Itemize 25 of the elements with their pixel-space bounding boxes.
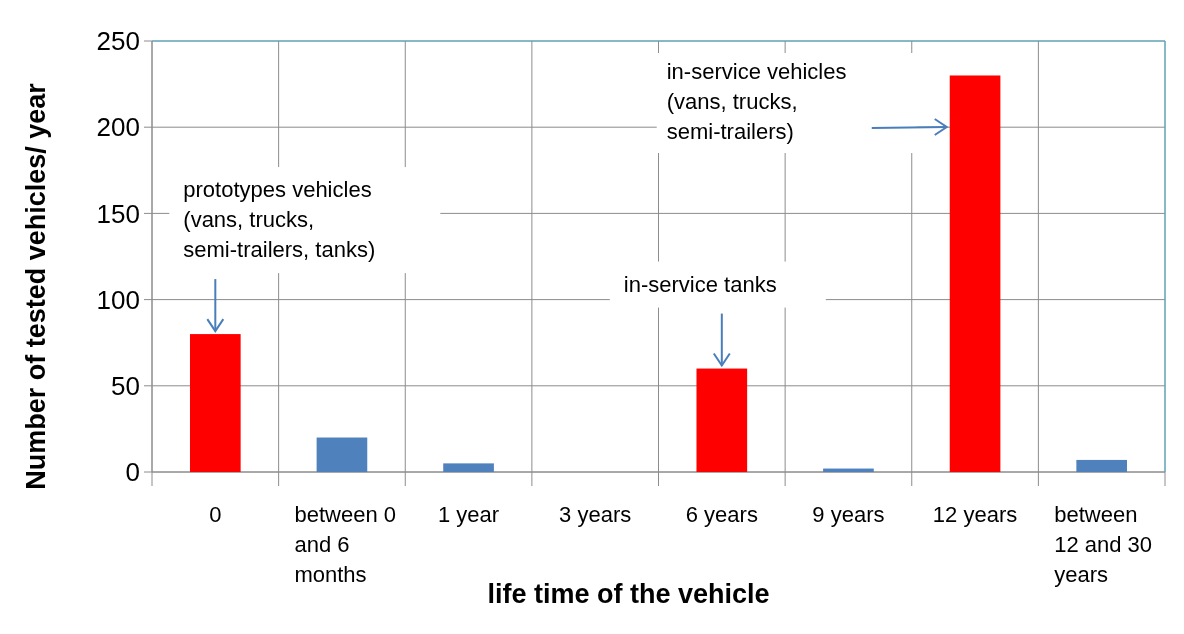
bar <box>949 75 1001 472</box>
bar <box>316 437 368 472</box>
y-tick-label: 250 <box>96 26 140 57</box>
bar <box>443 463 494 472</box>
y-tick-label: 200 <box>96 112 140 143</box>
y-tick-label: 150 <box>96 198 140 229</box>
annotation: prototypes vehicles (vans, trucks, semi-trailers, tanks) <box>183 177 376 263</box>
x-tick-label: 6 years <box>685 502 758 527</box>
x-tick-label: 12 years <box>932 502 1018 527</box>
x-tick-label: 9 years <box>812 502 885 527</box>
x-tick-label: between 12 and 30 years <box>1054 502 1153 587</box>
y-tick-label: 100 <box>96 284 140 315</box>
y-tick-label: 50 <box>111 370 140 401</box>
x-axis-title: life time of the vehicle <box>487 579 770 609</box>
x-tick-label: 1 year <box>437 502 500 527</box>
x-tick-label: between 0 and 6 months <box>294 502 396 587</box>
bar <box>189 334 241 472</box>
annotation: in-service vehicles (vans, trucks, semi-trailers) <box>666 59 847 145</box>
y-tick-label: 0 <box>125 457 140 488</box>
x-tick-label: 0 <box>209 502 222 527</box>
bar <box>1076 459 1128 472</box>
bar <box>696 368 748 472</box>
y-axis-title: Number of tested vehicles/ year <box>21 82 51 490</box>
annotation: in-service tanks <box>623 271 777 297</box>
x-tick-label: 3 years <box>559 502 632 527</box>
